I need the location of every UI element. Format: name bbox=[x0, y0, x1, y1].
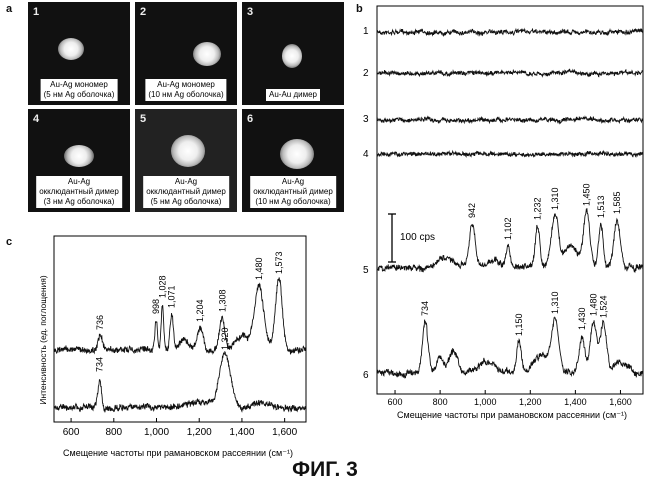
tile-caption: Au-Au димер bbox=[266, 89, 320, 101]
trace-label: 2 bbox=[363, 68, 369, 79]
peak-label: 1,524 bbox=[598, 295, 608, 318]
caption-line: Au-Ag bbox=[253, 177, 333, 187]
caption-line: Au-Ag bbox=[146, 177, 226, 187]
tile-number: 5 bbox=[140, 113, 146, 125]
image-tile-4: 4 Au-Ag окклюдантный димер (3 нм Ag обол… bbox=[28, 109, 130, 212]
tile-caption: Au-Ag окклюдантный димер (5 нм Ag оболоч… bbox=[143, 176, 229, 208]
trace-label: 3 bbox=[363, 114, 369, 125]
x-tick-label: 600 bbox=[63, 427, 80, 438]
tile-number: 1 bbox=[33, 6, 39, 18]
x-tick-label: 1,200 bbox=[187, 427, 212, 438]
peak-label: 1,071 bbox=[167, 285, 177, 308]
caption-line: окклюдантный димер bbox=[253, 187, 333, 197]
particle-spot bbox=[193, 42, 221, 66]
peak-label: 1,430 bbox=[577, 307, 587, 330]
peak-label: 1,513 bbox=[596, 195, 606, 218]
tile-caption: Au-Ag окклюдантный димер (10 нм Ag оболо… bbox=[250, 176, 336, 208]
caption-line: Au-Ag мономер bbox=[44, 80, 115, 90]
trace-label: 6 bbox=[363, 370, 369, 381]
peak-label: 1,204 bbox=[195, 299, 205, 322]
trace-label: 5 bbox=[363, 265, 369, 276]
image-tile-5: 5 Au-Ag окклюдантный димер (5 нм Ag обол… bbox=[135, 109, 237, 212]
peak-label: 998 bbox=[151, 299, 161, 314]
tile-number: 6 bbox=[247, 113, 253, 125]
tile-number: 3 bbox=[247, 6, 253, 18]
particle-spot bbox=[280, 139, 314, 169]
peak-label: 1,573 bbox=[274, 251, 284, 274]
peak-label: 734 bbox=[420, 301, 430, 316]
peak-label: 1,480 bbox=[588, 293, 598, 316]
peak-label: 1,585 bbox=[612, 191, 622, 214]
particle-spot bbox=[282, 44, 302, 68]
x-axis-title: Смещение частоты при рамановском рассеян… bbox=[63, 448, 293, 458]
caption-line: окклюдантный димер bbox=[39, 187, 119, 197]
tile-number: 4 bbox=[33, 113, 39, 125]
caption-line: окклюдантный димер bbox=[146, 187, 226, 197]
peak-label: 736 bbox=[95, 315, 105, 330]
panel-a-image-grid: 1 Au-Ag мономер (5 нм Ag оболочка) 2 Au-… bbox=[28, 2, 346, 212]
trace-label: 4 bbox=[363, 149, 369, 160]
x-tick-label: 1,600 bbox=[272, 427, 297, 438]
peak-label: 734 bbox=[95, 357, 105, 372]
spectrum-4 bbox=[377, 151, 643, 157]
x-tick-label: 800 bbox=[433, 397, 448, 407]
peak-label: 1,308 bbox=[217, 289, 227, 312]
peak-label: 1,480 bbox=[254, 257, 264, 280]
x-tick-label: 1,600 bbox=[609, 397, 632, 407]
peak-label: 1,310 bbox=[550, 187, 560, 210]
x-tick-label: 600 bbox=[388, 397, 403, 407]
x-tick-label: 1,400 bbox=[564, 397, 587, 407]
image-tile-6: 6 Au-Ag окклюдантный димер (10 нм Ag обо… bbox=[242, 109, 344, 212]
caption-line: (10 нм Ag оболочка) bbox=[253, 197, 333, 207]
image-tile-3: 3 Au-Au димер bbox=[242, 2, 344, 105]
plot-frame bbox=[54, 236, 306, 422]
panel-a-label: a bbox=[6, 3, 12, 15]
caption-line: (5 нм Ag оболочка) bbox=[146, 197, 226, 207]
x-tick-label: 1,000 bbox=[144, 427, 169, 438]
particle-spot bbox=[64, 145, 94, 167]
x-tick-label: 800 bbox=[105, 427, 122, 438]
y-axis-title: Интенсивность (ед. поглощения) bbox=[38, 275, 48, 405]
spectrum-c-2 bbox=[54, 352, 306, 413]
peak-label: 1,102 bbox=[503, 217, 513, 240]
caption-line: Au-Au димер bbox=[269, 90, 317, 100]
tile-caption: Au-Ag мономер (10 нм Ag оболочка) bbox=[145, 79, 226, 101]
spectrum-2 bbox=[377, 69, 643, 77]
x-tick-label: 1,200 bbox=[519, 397, 542, 407]
image-tile-1: 1 Au-Ag мономер (5 нм Ag оболочка) bbox=[28, 2, 130, 105]
image-tile-2: 2 Au-Ag мономер (10 нм Ag оболочка) bbox=[135, 2, 237, 105]
trace-label: 1 bbox=[363, 26, 369, 37]
caption-line: Au-Ag bbox=[39, 177, 119, 187]
tile-number: 2 bbox=[140, 6, 146, 18]
figure-caption: ФИГ. 3 bbox=[0, 458, 650, 482]
tile-caption: Au-Ag мономер (5 нм Ag оболочка) bbox=[41, 79, 118, 101]
particle-spot bbox=[58, 38, 84, 60]
peak-label: 1,310 bbox=[550, 291, 560, 314]
x-tick-label: 1,000 bbox=[474, 397, 497, 407]
caption-line: (3 нм Ag оболочка) bbox=[39, 197, 119, 207]
tile-caption: Au-Ag окклюдантный димер (3 нм Ag оболоч… bbox=[36, 176, 122, 208]
caption-line: Au-Ag мономер bbox=[148, 80, 223, 90]
peak-label: 942 bbox=[467, 203, 477, 218]
peak-label: 1,320 bbox=[220, 327, 230, 350]
spectrum-c-1 bbox=[54, 277, 306, 354]
scale-bar-label: 100 cps bbox=[400, 232, 435, 243]
panel-c-chart: Интенсивность (ед. поглощения) Смещение … bbox=[0, 230, 340, 460]
caption-line: (5 нм Ag оболочка) bbox=[44, 90, 115, 100]
spectrum-6 bbox=[377, 317, 643, 377]
x-tick-label: 1,400 bbox=[229, 427, 254, 438]
spectrum-3 bbox=[377, 117, 643, 124]
spectrum-1 bbox=[377, 29, 643, 36]
x-axis-title: Смещение частоты при рамановском рассеян… bbox=[397, 410, 627, 420]
peak-label: 1,232 bbox=[533, 197, 543, 220]
caption-line: (10 нм Ag оболочка) bbox=[148, 90, 223, 100]
panel-b-chart: 1 2 3 4 5 6 100 cps Смещение частоты при… bbox=[350, 0, 650, 432]
peak-label: 1,150 bbox=[514, 313, 524, 336]
particle-spot bbox=[171, 135, 205, 167]
peak-label: 1,450 bbox=[582, 183, 592, 206]
